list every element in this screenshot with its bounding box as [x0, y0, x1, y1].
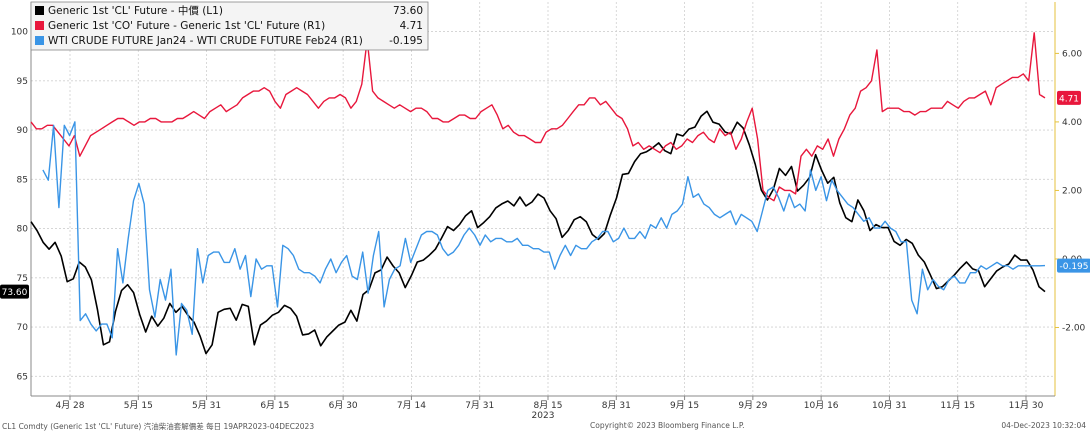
- left-tick-label: 100: [11, 28, 28, 38]
- legend-label: Generic 1st 'CL' Future - 中價 (L1): [48, 4, 223, 17]
- footer-copyright: Copyright© 2023 Bloomberg Finance L.P.: [590, 421, 745, 430]
- footer-timestamp: 04-Dec-2023 10:32:04: [1001, 421, 1086, 430]
- x-tick-label: 10月 31: [872, 400, 907, 411]
- left-tick-label: 80: [17, 225, 29, 235]
- last-value-box: [1057, 90, 1081, 105]
- legend-value: 4.71: [400, 20, 423, 32]
- legend-value: -0.195: [389, 35, 423, 47]
- right-tick-label: 4.00: [1062, 118, 1082, 128]
- right-tick-label: 6.00: [1062, 49, 1082, 59]
- series-line-2: [30, 32, 1046, 202]
- legend-label: Generic 1st 'CO' Future - Generic 1st 'C…: [48, 20, 325, 32]
- x-tick-label: 11月 30: [1009, 400, 1044, 411]
- left-tick-label: 65: [17, 372, 28, 382]
- x-tick-label: 5月 15: [124, 400, 153, 411]
- footer-source: CL1 Comdty (Generic 1st 'CL' Future) 汽油柴…: [2, 422, 315, 431]
- last-value-text: 73.60: [2, 288, 28, 298]
- last-value-text: 4.71: [1059, 94, 1079, 104]
- series-layer: [30, 32, 1046, 356]
- last-value-text: -0.195: [1059, 262, 1088, 272]
- legend: Generic 1st 'CL' Future - 中價 (L1) 73.60 Ge…: [30, 1, 429, 51]
- left-tick-label: 90: [17, 126, 29, 136]
- right-tick-label: 2.00: [1062, 186, 1082, 196]
- right-last-value-flag-2: 4.71: [1057, 90, 1081, 105]
- left-axis: 65 70 75 80 85 90 95 100: [11, 2, 32, 396]
- series-line-1: [30, 110, 1046, 355]
- left-tick-label: 70: [17, 323, 29, 333]
- legend-swatch: [35, 36, 44, 45]
- left-tick-label: 75: [17, 274, 28, 284]
- last-value-box: [0, 284, 29, 299]
- series-line-3: [42, 121, 1046, 356]
- right-tick-label: -2.00: [1062, 323, 1086, 333]
- left-tick-label: 95: [17, 77, 28, 87]
- grid-lines: [31, 2, 1055, 396]
- x-tick-label: 4月 28: [55, 400, 84, 411]
- legend-swatch: [35, 6, 44, 15]
- x-year-label: 2023: [532, 411, 555, 421]
- x-tick-label: 8月 15: [533, 400, 562, 411]
- left-tick-label: 85: [17, 175, 28, 185]
- x-tick-label: 6月 30: [329, 400, 358, 411]
- legend-swatch: [35, 21, 44, 30]
- right-axis: -2.000.002.004.006.00: [1054, 2, 1086, 396]
- x-tick-label: 9月 29: [738, 400, 767, 411]
- x-tick-label: 5月 31: [192, 400, 221, 411]
- last-value-box: [1057, 258, 1090, 273]
- x-tick-label: 6月 15: [260, 400, 289, 411]
- x-tick-label: 10月 16: [804, 400, 839, 411]
- x-tick-label: 7月 31: [465, 400, 494, 411]
- legend-label: WTI CRUDE FUTURE Jan24 - WTI CRUDE FUTUR…: [48, 35, 363, 47]
- x-tick-label: 7月 14: [397, 400, 426, 411]
- legend-box: [30, 1, 429, 51]
- x-axis: 4月 28 5月 15 5月 31 6月 15 6月 30 7月 14 7月 31 8月 15…: [31, 395, 1055, 421]
- x-tick-label: 8月 31: [602, 400, 631, 411]
- x-tick-label: 11月 15: [940, 400, 975, 411]
- legend-value: 73.60: [393, 5, 423, 17]
- last-value-labels: 73.60 4.71 -0.195: [0, 90, 1090, 299]
- right-last-value-flag-3: -0.195: [1057, 258, 1090, 273]
- x-tick-label: 9月 15: [670, 400, 699, 411]
- left-last-value-flag: 73.60: [0, 284, 29, 299]
